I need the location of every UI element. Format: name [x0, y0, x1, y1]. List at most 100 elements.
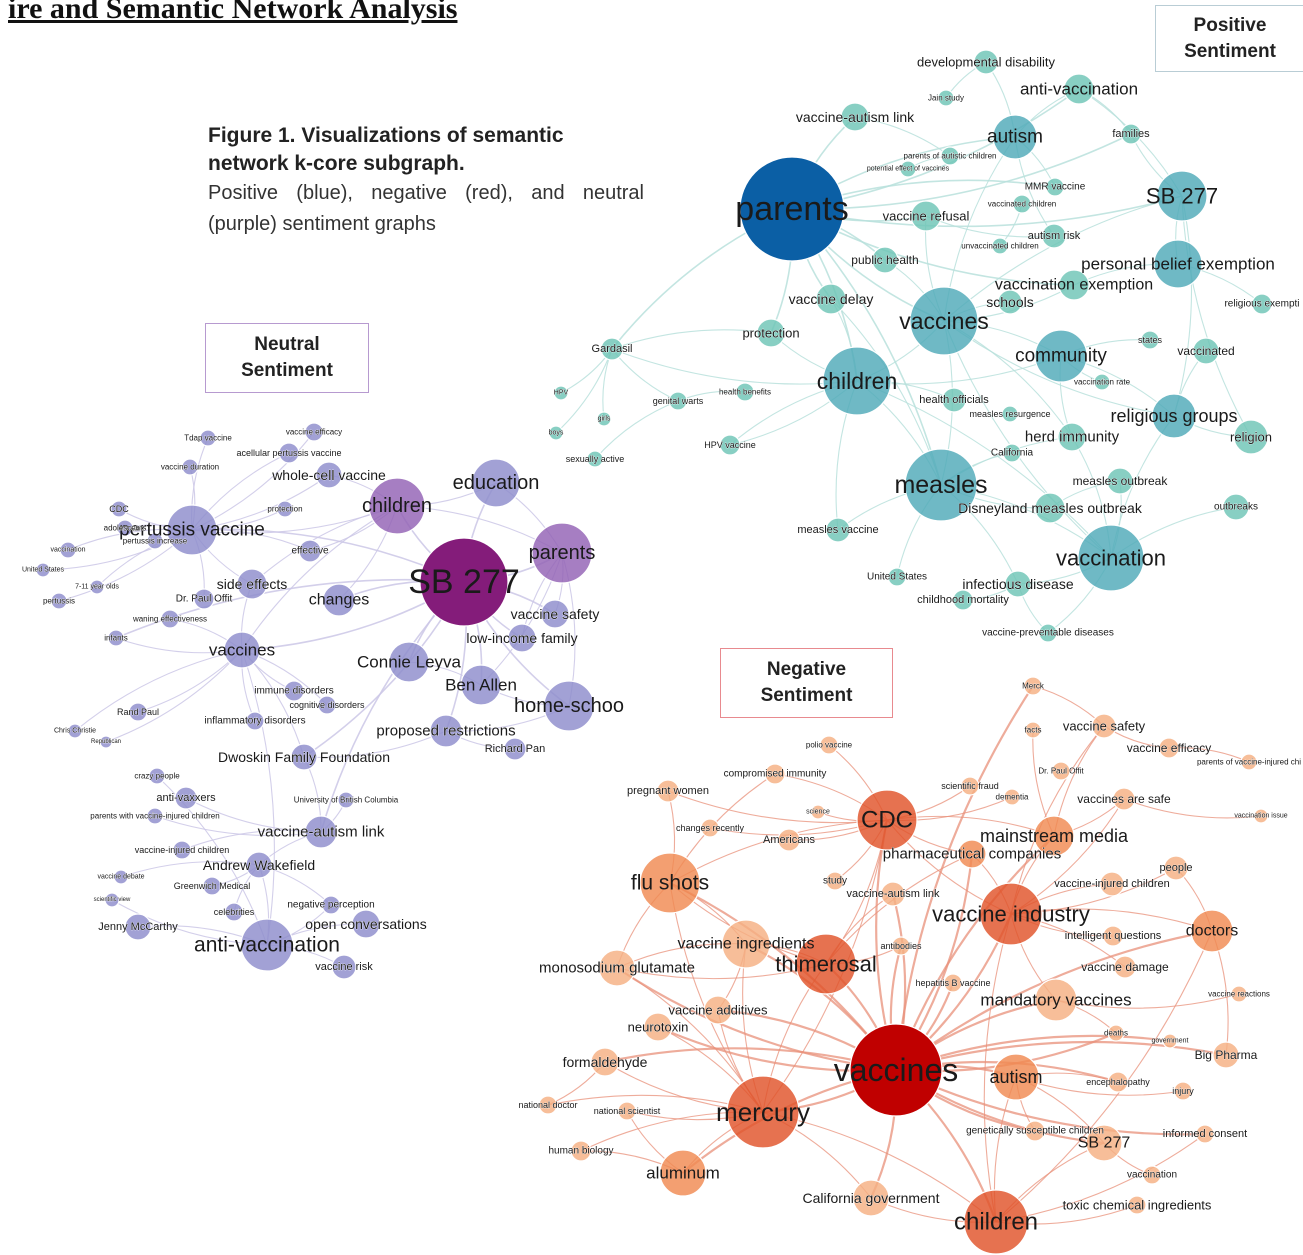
negative-label-dementia: dementia [996, 793, 1029, 802]
neutral-label-protection: protection [267, 505, 302, 514]
negative-label-big-pharma: Big Pharma [1195, 1048, 1258, 1062]
positive-label-vaccinated: vaccinated [1177, 344, 1234, 358]
positive-node-girls [596, 411, 612, 427]
positive-edge [611, 348, 679, 402]
positive-node-developmental-disability [973, 49, 999, 75]
negative-node-vaccine-injured-children [1099, 871, 1125, 897]
positive-node-jain-study [937, 89, 955, 107]
negative-label-parents-of-vaccine-injured-chi: parents of vaccine-injured chi [1197, 758, 1301, 767]
negative-label-mercury: mercury [716, 1097, 810, 1127]
neutral-label-rand-paul: Rand Paul [117, 707, 159, 717]
positive-label-protection: protection [742, 326, 799, 341]
positive-node-gardasil [600, 337, 624, 361]
positive-label-measles: measles [894, 471, 987, 499]
positive-label-vaccine-refusal: vaccine refusal [883, 209, 970, 224]
positive-node-sb-277 [1156, 170, 1208, 222]
negative-label-compromised-immunity: compromised immunity [724, 769, 827, 780]
negative-label-merck: Merck [1022, 682, 1045, 691]
positive-label-unvaccinated-children: unvaccinated children [961, 242, 1038, 251]
network-labels: parents children measles vaccines vaccinatio… [22, 54, 1302, 1235]
negative-label-line1: Negative [766, 659, 847, 680]
neutral-label-celebrities: celebrities [214, 907, 255, 917]
neutral-label-vaccine-duration: vaccine duration [161, 463, 219, 472]
positive-label-vaccine-preventable-diseases: vaccine-preventable diseases [982, 628, 1114, 639]
positive-node-states [1140, 330, 1160, 350]
figure-caption: Figure 1. Visualizations of semantic net… [208, 122, 644, 240]
neutral-label-line1: Neutral [254, 334, 320, 355]
negative-edge [983, 913, 1012, 1223]
negative-node-thimerosal [795, 933, 857, 995]
negative-label-california-government: California government [803, 1190, 940, 1206]
negative-edge [894, 685, 1034, 1071]
positive-label-personal-belief-exemption: personal belief exemption [1081, 255, 1275, 274]
neutral-node-dr-paul-offit [193, 588, 215, 610]
neutral-node-changes [322, 583, 356, 617]
neutral-label-dwoskin-family-foundation: Dwoskin Family Foundation [218, 749, 390, 765]
negative-label-line2: Sentiment [760, 685, 853, 706]
neutral-node-inflammatory-disorders [245, 711, 265, 731]
neutral-label-education: education [453, 472, 540, 494]
negative-node-big-pharma [1212, 1041, 1240, 1069]
neutral-label-ben-allen: Ben Allen [445, 676, 517, 695]
positive-label-vaccination-rate: vaccination rate [1074, 378, 1131, 387]
neutral-label-waning-effectiveness: waning effectiveness [132, 615, 207, 624]
positive-node-religious-exempti [1251, 293, 1273, 315]
neutral-node-ben-allen [460, 664, 502, 706]
neutral-node-cdc [110, 500, 128, 518]
negative-label-vaccine-ingredients: vaccine ingredients [678, 936, 815, 953]
neutral-node-vaccine-safety [540, 599, 570, 629]
positive-node-public-health [871, 246, 899, 274]
negative-node-autism [992, 1053, 1040, 1101]
neutral-node-pertussis-increase [146, 532, 164, 550]
positive-node-health-benefits [735, 382, 755, 402]
neutral-label-parents: parents [529, 542, 596, 564]
negative-node-sb-277 [1085, 1124, 1123, 1162]
positive-label-public-health: public health [851, 253, 918, 267]
negative-node-dr-paul-offit [1051, 761, 1071, 781]
positive-label-vaccines: vaccines [899, 308, 988, 334]
positive-node-infectious-disease [1004, 570, 1032, 598]
neutral-label-vaccines: vaccines [209, 641, 275, 660]
neutral-label-sb-277: SB 277 [408, 563, 520, 601]
negative-label-vaccine-additives: vaccine additives [669, 1003, 768, 1018]
neutral-node-education [471, 458, 521, 508]
positive-node-schools [997, 289, 1023, 315]
negative-node-vaccine-additives [703, 995, 733, 1025]
positive-label-gardasil: Gardasil [592, 343, 633, 355]
neutral-node-united-states [35, 562, 51, 578]
neutral-node-chris-christie [67, 723, 83, 739]
negative-node-vaccine-damage [1113, 955, 1137, 979]
positive-label-sexually-active: sexually active [566, 454, 625, 464]
neutral-label-anti-vaccination: anti-vaccination [194, 934, 340, 957]
neutral-label-proposed-restrictions: proposed restrictions [376, 723, 515, 740]
neutral-node-negative-perception [321, 895, 341, 915]
neutral-node-vaccine-debate [113, 869, 129, 885]
positive-label-vaccine-delay: vaccine delay [789, 291, 874, 307]
negative-label-facts: facts [1025, 726, 1042, 735]
positive-node-genital-warts [668, 391, 688, 411]
negative-label-flu-shots: flu shots [631, 872, 709, 895]
neutral-node-sb-277 [419, 537, 509, 627]
negative-node-mainstream-media [1033, 815, 1075, 857]
negative-label-mainstream-media: mainstream media [980, 826, 1129, 846]
positive-label-vaccination-exemption: vaccination exemption [995, 277, 1153, 294]
positive-node-california [1002, 443, 1022, 463]
positive-edge [611, 329, 772, 350]
neutral-label-vaccination: vaccination [50, 547, 85, 554]
positive-node-protection [756, 318, 786, 348]
negative-node-mandatory-vaccines [1034, 978, 1078, 1022]
negative-node-genetically-susceptible-children [1024, 1120, 1046, 1142]
neutral-label-pertussis: pertussis [43, 597, 75, 606]
positive-node-outbreaks [1222, 493, 1250, 521]
negative-label-vaccine-industry: vaccine industry [932, 902, 1090, 927]
neutral-node-waning-effectiveness [160, 609, 180, 629]
neutral-label-home-schoo: home-schoo [514, 695, 624, 717]
positive-node-measles-resurgence [1001, 405, 1019, 423]
positive-label-religious-exempti: religious exempti [1224, 299, 1299, 310]
negative-label-vaccine-safety: vaccine safety [1063, 719, 1146, 734]
neutral-label-jenny-mccarthy: Jenny McCarthy [98, 921, 178, 933]
positive-edge [1173, 195, 1193, 417]
negative-label-autism: autism [989, 1067, 1042, 1087]
positive-edge [1181, 195, 1252, 438]
